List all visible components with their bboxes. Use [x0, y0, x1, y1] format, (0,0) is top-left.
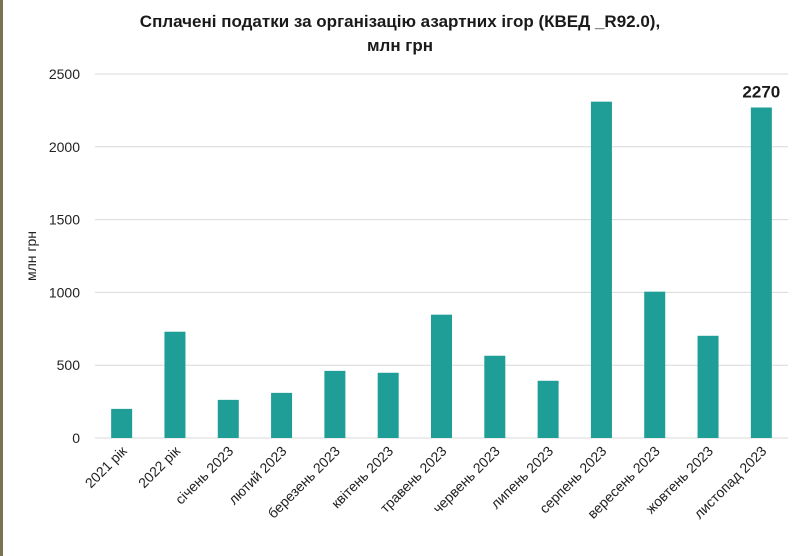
bar — [164, 331, 186, 438]
bar — [750, 107, 772, 438]
y-tick-label: 1500 — [49, 212, 80, 228]
window-border — [0, 0, 3, 556]
bar — [644, 291, 666, 438]
y-tick-label: 2500 — [49, 66, 80, 82]
bar — [271, 392, 293, 438]
bar — [217, 399, 239, 438]
bar — [324, 370, 346, 438]
bar — [111, 408, 133, 438]
bar — [377, 372, 399, 438]
chart-title-line2: млн грн — [366, 36, 434, 55]
bar — [431, 314, 452, 438]
y-tick-label: 1000 — [49, 284, 80, 300]
bar — [484, 355, 506, 438]
y-tick-label: 500 — [57, 357, 81, 373]
x-tick-label: 2021 рік — [82, 442, 131, 491]
y-tick-label: 2000 — [49, 139, 80, 155]
bar — [590, 101, 612, 438]
chart-title-line1: Сплачені податки за організацію азартних… — [139, 12, 661, 31]
bar — [537, 380, 559, 438]
x-tick-label: 2022 рік — [135, 442, 184, 491]
chart-title: Сплачені податки за організацію азартних… — [0, 10, 800, 58]
y-axis-label: млн грн — [23, 231, 39, 281]
bar — [697, 335, 719, 438]
y-tick-label: 0 — [72, 430, 80, 446]
data-label: 2270 — [742, 82, 780, 101]
